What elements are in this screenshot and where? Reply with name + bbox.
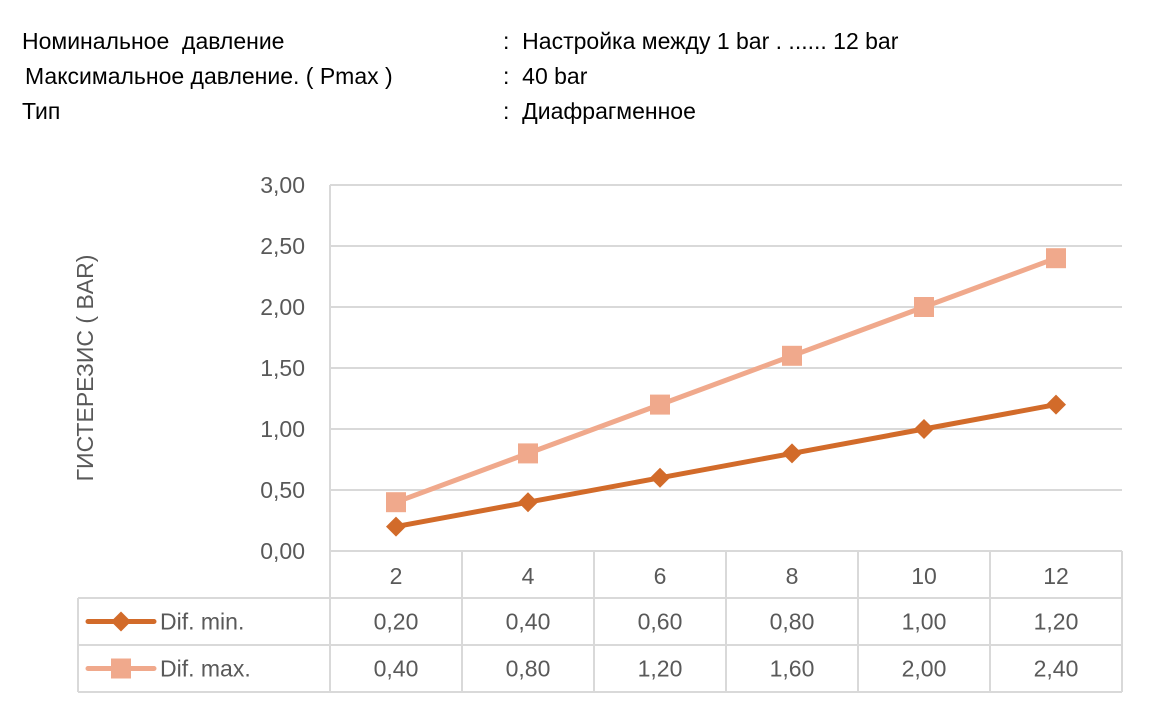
table-cell-value: 2,00 <box>902 656 947 682</box>
data-point-marker <box>914 419 934 439</box>
table-cell-value: 2,40 <box>1034 656 1079 682</box>
data-point-marker <box>518 492 538 513</box>
data-point-marker <box>650 467 670 488</box>
x-category-label: 8 <box>786 563 799 589</box>
legend-label: Dif. max. <box>160 656 251 682</box>
data-point-marker <box>386 516 406 537</box>
table-cell-value: 1,00 <box>902 609 947 635</box>
y-tick-label: 1,00 <box>260 416 305 442</box>
table-cell-value: 0,80 <box>770 609 815 635</box>
series-line-1 <box>395 255 1057 505</box>
spec-label-max-pressure: Максимальное давление. ( Pmax ) <box>25 63 393 89</box>
spec-label-nominal-pressure: Номинальное давление <box>22 28 285 54</box>
table-cell-value: 0,60 <box>638 609 683 635</box>
x-category-label: 2 <box>390 563 403 589</box>
y-tick-label: 3,00 <box>260 172 305 198</box>
table-cell-value: 0,80 <box>506 656 551 682</box>
x-category-label: 10 <box>911 563 937 589</box>
x-category-label: 6 <box>654 563 667 589</box>
data-point-marker <box>386 492 406 513</box>
table-cell-value: 1,20 <box>1034 609 1079 635</box>
y-tick-label: 0,50 <box>260 477 305 503</box>
spec-value-max-pressure: : 40 bar <box>503 63 588 89</box>
y-tick-label: 2,00 <box>260 294 305 320</box>
spec-value-nominal-pressure: : Настройка между 1 bar . ...... 12 bar <box>503 28 899 54</box>
series-line-0 <box>395 402 1057 530</box>
table-cell-value: 1,20 <box>638 656 683 682</box>
table-cell-value: 0,20 <box>374 609 419 635</box>
x-category-label: 4 <box>522 563 535 589</box>
data-point-marker <box>650 394 670 415</box>
x-category-label: 12 <box>1043 563 1069 589</box>
y-axis-title: ГИСТЕРЕЗИС ( BAR) <box>72 255 98 482</box>
table-cell-value: 0,40 <box>374 656 419 682</box>
table-cell-value: 0,40 <box>506 609 551 635</box>
spec-value-type: : Диафрагменное <box>503 98 696 124</box>
data-point-marker <box>1046 394 1066 415</box>
y-tick-label: 0,00 <box>260 538 305 564</box>
data-point-marker <box>518 443 538 464</box>
legend-marker-0 <box>111 611 131 632</box>
data-point-marker <box>782 443 802 464</box>
table-cell-value: 1,60 <box>770 656 815 682</box>
y-tick-label: 2,50 <box>260 233 305 259</box>
y-tick-label: 1,50 <box>260 355 305 381</box>
spec-label-type: Тип <box>22 98 61 124</box>
data-point-marker <box>1046 248 1066 269</box>
data-point-marker <box>914 297 934 317</box>
data-point-marker <box>782 345 802 366</box>
legend-label: Dif. min. <box>160 609 244 635</box>
legend-marker-1 <box>111 658 131 679</box>
